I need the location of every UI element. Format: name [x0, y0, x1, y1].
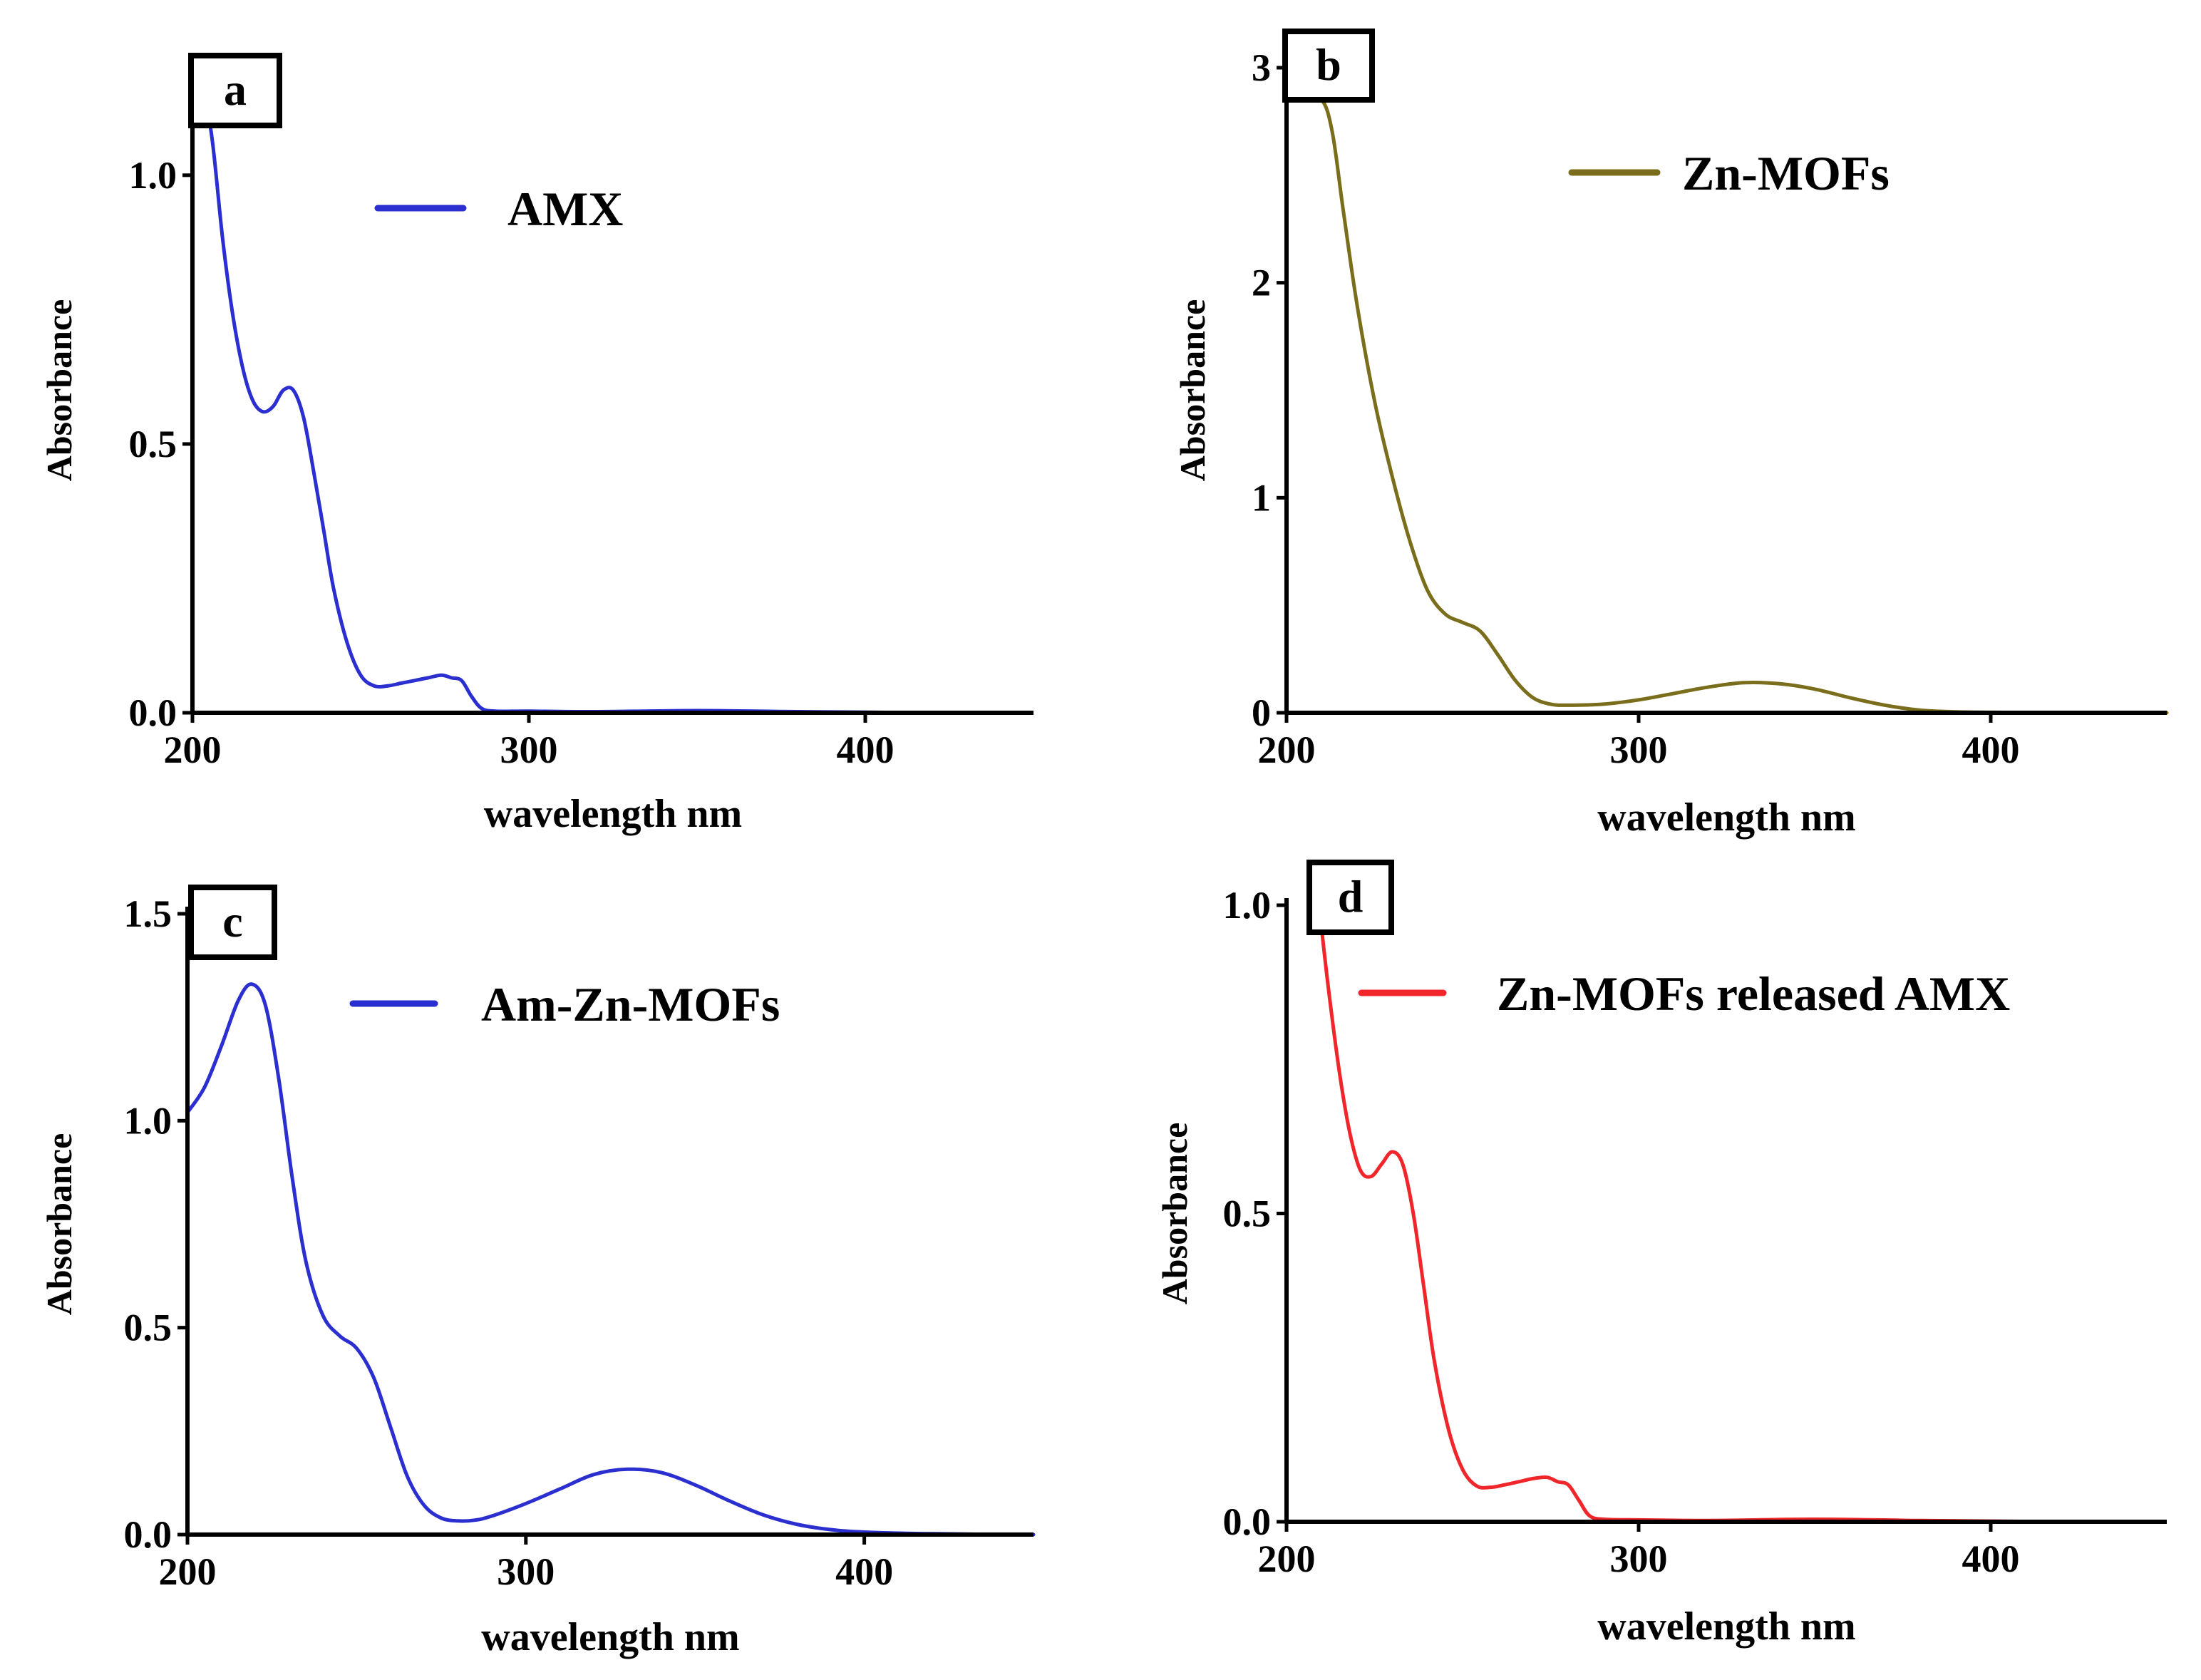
panel-label-c: c: [222, 896, 242, 947]
panel-d: 200 300 400 0.0 0.5 1.0 wavelength nm Absorbanc…: [1155, 860, 2167, 1649]
legend-label-d: Zn-MOFs released AMX: [1497, 967, 2010, 1021]
y-axis-title-b: Absorbance: [1172, 299, 1212, 482]
y-tick-label-b-2: 2: [1252, 262, 1271, 304]
panel-label-a: a: [224, 64, 247, 115]
panel-label-box-a: [188, 53, 282, 128]
y-axis-title-d: Absorbance: [1155, 1123, 1195, 1305]
x-axis-title-d: wavelength nm: [1597, 1604, 1855, 1649]
x-axis-title-b: wavelength nm: [1597, 795, 1855, 840]
y-tick-label-a-0.5: 0.5: [129, 423, 177, 465]
y-tick-label-d-0: 0.0: [1223, 1500, 1272, 1543]
panel-label-box-c: [188, 885, 277, 960]
y-tick-label-a-0: 0.0: [129, 691, 177, 734]
x-tick-label-b-300: 300: [1610, 728, 1668, 771]
y-tick-label-b-1: 1: [1252, 476, 1271, 519]
x-tick-label-d-200: 200: [1258, 1537, 1316, 1580]
y-tick-label-b-0: 0: [1252, 691, 1271, 734]
x-tick-label-a-300: 300: [500, 728, 558, 771]
y-tick-label-c-0: 0.0: [124, 1513, 172, 1556]
panel-label-b: b: [1316, 39, 1341, 90]
series-line-b-0: [1284, 96, 2169, 715]
x-tick-label-c-200: 200: [159, 1550, 217, 1593]
x-axis-title-a: wavelength nm: [484, 792, 742, 836]
x-tick-label-a-400: 400: [837, 728, 895, 771]
legend-label-a: AMX: [507, 182, 623, 236]
y-axis-title-a: Absorbance: [39, 299, 79, 482]
series-line-c-0: [185, 982, 1036, 1537]
legend-label-b: Zn-MOFs: [1682, 146, 1890, 200]
panel-b: 200 300 400 0 1 2 3 wavelength nm Absorbance Zn-M…: [1172, 29, 2169, 840]
y-tick-label-c-0.5: 0.5: [124, 1307, 172, 1349]
panel-label-d: d: [1338, 871, 1364, 922]
legend-label-c: Am-Zn-MOFs: [481, 977, 780, 1031]
x-tick-label-d-300: 300: [1610, 1537, 1668, 1580]
y-axis-title-c: Absorbance: [39, 1133, 79, 1316]
y-tick-label-d-0.5: 0.5: [1223, 1192, 1272, 1235]
panel-label-box-b: [1282, 29, 1375, 103]
x-tick-label-b-200: 200: [1258, 728, 1316, 771]
y-tick-label-c-1: 1.0: [124, 1099, 172, 1142]
x-tick-label-c-300: 300: [497, 1550, 555, 1593]
x-tick-label-d-400: 400: [1962, 1537, 2020, 1580]
y-tick-label-d-1: 1.0: [1223, 884, 1272, 927]
panel-label-box-d: [1306, 860, 1394, 935]
x-tick-label-b-400: 400: [1962, 728, 2020, 771]
y-tick-label-b-3: 3: [1252, 46, 1271, 89]
panel-a: 200 300 400 0.0 0.5 1.0 wavelength nm Absorbanc…: [39, 53, 1034, 836]
y-tick-label-a-1: 1.0: [129, 154, 177, 197]
series-line-a-0: [200, 76, 934, 715]
y-tick-label-c-1.5: 1.5: [124, 892, 172, 935]
panel-c: 200 300 400 0.0 0.5 1.0 1.5 wavelength nm Absorb…: [39, 885, 1036, 1659]
x-axis-title-c: wavelength nm: [481, 1615, 739, 1659]
x-tick-label-c-400: 400: [835, 1550, 893, 1593]
x-tick-label-a-200: 200: [164, 728, 222, 771]
